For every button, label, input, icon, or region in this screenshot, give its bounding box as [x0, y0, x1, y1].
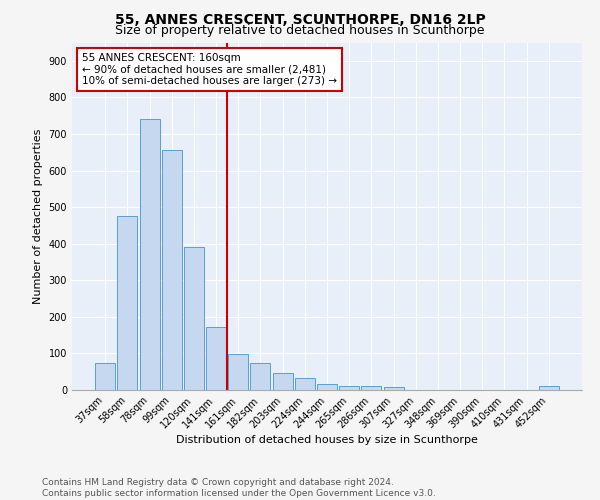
Y-axis label: Number of detached properties: Number of detached properties — [33, 128, 43, 304]
Bar — [95, 362, 115, 390]
Bar — [317, 384, 337, 390]
Bar — [162, 150, 182, 390]
Bar — [250, 362, 271, 390]
Text: Size of property relative to detached houses in Scunthorpe: Size of property relative to detached ho… — [115, 24, 485, 37]
Bar — [228, 354, 248, 390]
Text: 55, ANNES CRESCENT, SCUNTHORPE, DN16 2LP: 55, ANNES CRESCENT, SCUNTHORPE, DN16 2LP — [115, 12, 485, 26]
Bar — [339, 386, 359, 390]
Bar — [184, 248, 204, 390]
X-axis label: Distribution of detached houses by size in Scunthorpe: Distribution of detached houses by size … — [176, 436, 478, 446]
Bar — [272, 373, 293, 390]
Bar — [140, 118, 160, 390]
Bar — [539, 386, 559, 390]
Bar — [118, 216, 137, 390]
Bar — [206, 327, 226, 390]
Bar — [361, 386, 382, 390]
Bar — [383, 387, 404, 390]
Bar — [295, 378, 315, 390]
Text: Contains HM Land Registry data © Crown copyright and database right 2024.
Contai: Contains HM Land Registry data © Crown c… — [42, 478, 436, 498]
Text: 55 ANNES CRESCENT: 160sqm
← 90% of detached houses are smaller (2,481)
10% of se: 55 ANNES CRESCENT: 160sqm ← 90% of detac… — [82, 53, 337, 86]
